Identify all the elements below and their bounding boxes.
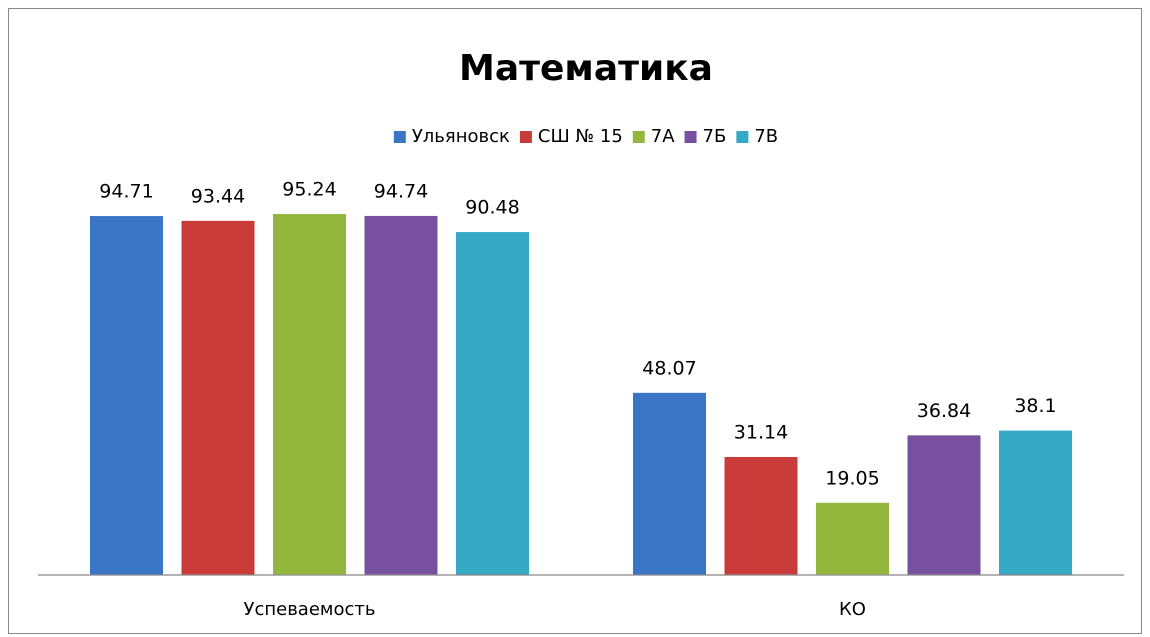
legend-label: 7А [651,126,675,147]
bar [456,232,529,575]
legend-swatch [393,131,406,143]
bar [907,435,981,575]
data-label: 36.84 [917,400,971,422]
chart-title: Математика [459,48,713,89]
data-label: 19.05 [825,467,879,489]
x-tick-label: Успеваемость [243,599,375,620]
data-label: 94.74 [374,180,428,202]
legend-swatch [684,131,697,143]
bar [364,215,438,575]
legend-label: 7В [754,126,778,147]
legend-label: Ульяновск [412,126,510,147]
bar [181,220,255,575]
bar [999,430,1072,575]
legend-label: 7Б [703,126,727,147]
x-tick-label: КО [839,599,866,620]
bar [273,214,346,575]
data-label: 31.14 [734,421,788,443]
bar [633,392,706,575]
bar [816,502,889,575]
data-label: 93.44 [191,185,245,207]
legend-swatch [736,131,749,143]
data-label: 95.24 [282,179,336,201]
legend-swatch [632,131,645,143]
data-label: 48.07 [642,357,696,379]
bar [724,456,798,575]
bar [90,216,163,575]
legend-swatch [519,131,532,143]
data-label: 90.48 [465,197,519,219]
data-label: 94.71 [99,181,153,203]
data-label: 38.1 [1014,395,1056,417]
legend-label: СШ № 15 [538,126,623,147]
